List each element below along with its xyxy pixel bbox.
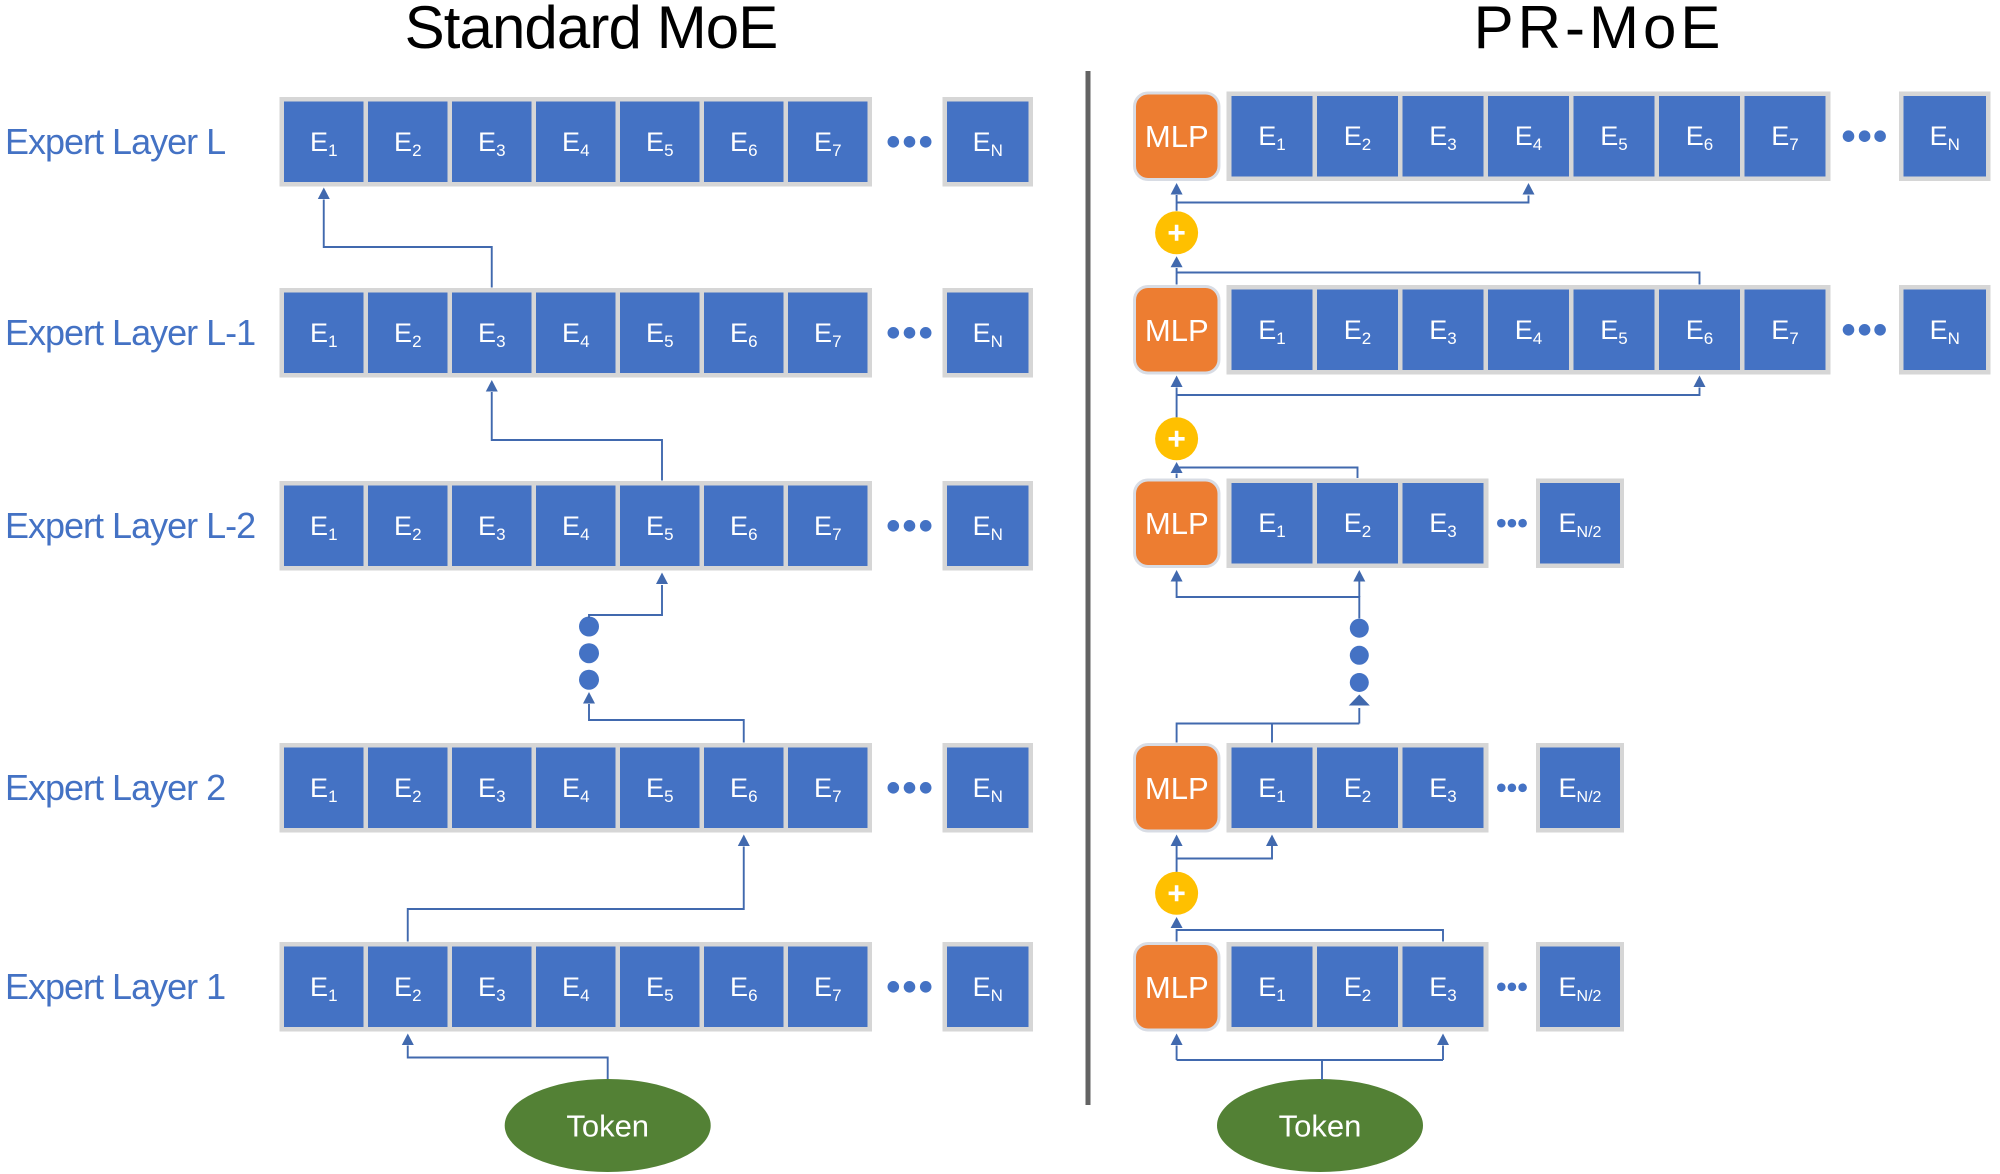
svg-text:Expert Layer L-1: Expert Layer L-1 <box>5 312 255 353</box>
svg-text:MLP: MLP <box>1145 313 1209 348</box>
svg-text:E7: E7 <box>814 972 841 1005</box>
svg-text:EN: EN <box>973 318 1003 351</box>
svg-text:Expert Layer 2: Expert Layer 2 <box>5 767 225 808</box>
svg-text:E2: E2 <box>1344 773 1371 806</box>
svg-text:E3: E3 <box>1429 508 1456 541</box>
svg-text:Token: Token <box>1279 1109 1362 1144</box>
svg-text:MLP: MLP <box>1145 771 1209 806</box>
svg-text:Standard MoE: Standard MoE <box>405 0 778 61</box>
svg-text:Token: Token <box>566 1109 649 1144</box>
svg-text:E3: E3 <box>1429 972 1456 1005</box>
svg-text:Expert Layer L-2: Expert Layer L-2 <box>5 505 255 546</box>
svg-text:MLP: MLP <box>1145 119 1209 154</box>
svg-text:EN: EN <box>1930 315 1960 348</box>
svg-text:MLP: MLP <box>1145 970 1209 1005</box>
svg-text:EN: EN <box>973 127 1003 160</box>
svg-text:E1: E1 <box>1258 508 1285 541</box>
svg-text:E2: E2 <box>394 511 421 544</box>
svg-text:E1: E1 <box>310 773 337 806</box>
svg-text:EN: EN <box>1930 121 1960 154</box>
svg-text:MLP: MLP <box>1145 506 1209 541</box>
svg-text:Expert Layer 1: Expert Layer 1 <box>5 966 225 1007</box>
svg-text:PR-MoE: PR-MoE <box>1474 0 1725 61</box>
svg-text:E3: E3 <box>478 773 505 806</box>
svg-text:Expert Layer L: Expert Layer L <box>5 121 225 162</box>
